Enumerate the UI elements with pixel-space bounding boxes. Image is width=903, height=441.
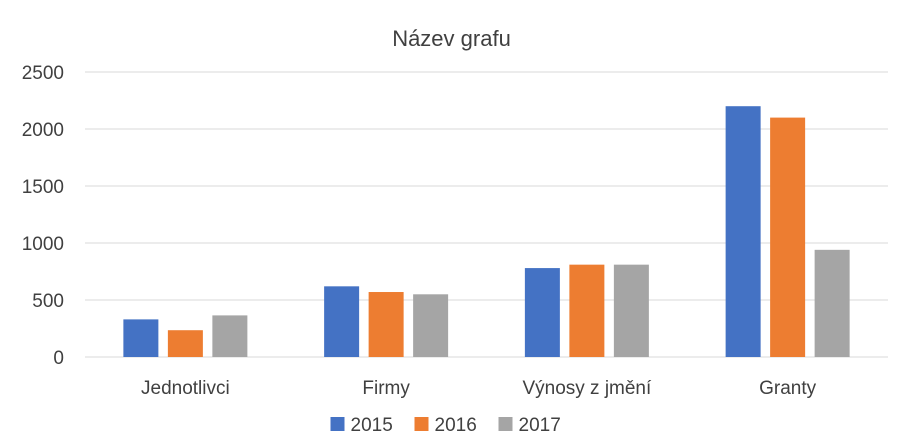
bar-2016-3 — [770, 117, 806, 357]
category-label: Výnosy z jmění — [522, 378, 652, 399]
bar-2016-0 — [167, 330, 203, 357]
bar-2015-3 — [725, 106, 761, 357]
legend-swatch-2017 — [498, 417, 513, 431]
category-label: Firmy — [362, 378, 410, 399]
bar-2017-2 — [613, 264, 649, 357]
legend: 2015 2016 2017 — [330, 415, 561, 436]
category-label: Granty — [759, 378, 817, 399]
bar-2017-1 — [413, 294, 449, 357]
y-tick-label: 500 — [32, 291, 64, 312]
category-label: Jednotlivci — [141, 378, 230, 399]
bar-2017-3 — [814, 249, 850, 357]
y-tick-label: 0 — [53, 348, 64, 369]
bar-2016-2 — [569, 264, 605, 357]
legend-swatch-2016 — [414, 417, 429, 431]
bar-2015-1 — [324, 286, 360, 357]
legend-label-2016: 2016 — [435, 415, 477, 436]
bar-2015-2 — [524, 268, 560, 357]
bar-2015-0 — [123, 319, 159, 357]
bar-2016-1 — [368, 292, 404, 357]
y-tick-label: 1000 — [22, 234, 64, 255]
legend-label-2017: 2017 — [519, 415, 561, 436]
legend-label-2015: 2015 — [351, 415, 393, 436]
bar-2017-0 — [212, 315, 248, 357]
bars — [123, 106, 850, 357]
y-tick-label: 1500 — [22, 177, 64, 198]
y-tick-label: 2000 — [22, 120, 64, 141]
gridlines — [85, 71, 888, 358]
category-labels: Jednotlivci Firmy Výnosy z jmění Granty — [141, 378, 817, 399]
chart-title: Název grafu — [392, 26, 511, 51]
y-tick-label: 2500 — [22, 63, 64, 84]
y-axis-ticks: 0 500 1000 1500 2000 2500 — [22, 63, 64, 369]
legend-swatch-2015 — [330, 417, 345, 431]
